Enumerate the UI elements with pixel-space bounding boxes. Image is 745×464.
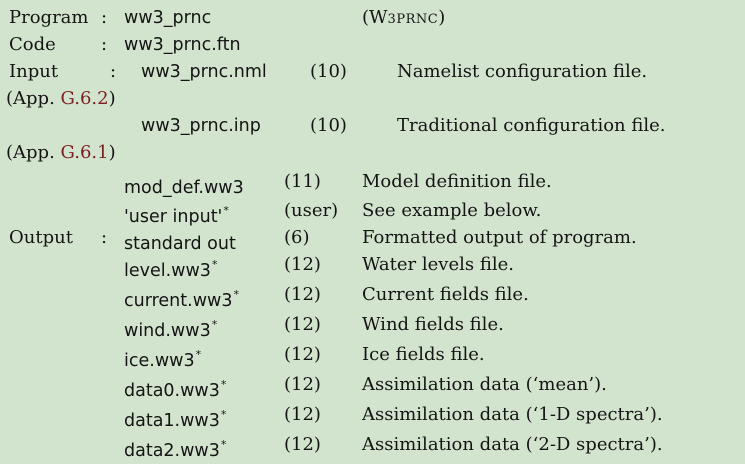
output-file-desc: Assimilation data (‘mean’). [362, 374, 607, 395]
output-file-desc: Assimilation data (‘1-D spectra’). [362, 404, 663, 425]
code-file: ww3_prnc.ftn [124, 35, 241, 55]
input-colon: : [110, 61, 117, 82]
output-file-desc: Assimilation data (‘2-D spectra’). [362, 434, 663, 455]
input-file-desc: See example below. [362, 200, 542, 221]
output-file-name: data0.ww3* [124, 378, 227, 401]
output-colon: : [101, 227, 108, 248]
output-file-name: wind.ww3* [124, 318, 218, 341]
input-file-name: 'user input'* [124, 204, 229, 227]
output-file-desc: Ice fields file. [362, 344, 485, 365]
output-file-unit: (12) [284, 434, 321, 455]
output-file-desc: Water levels file. [362, 254, 514, 275]
input-file-name: ww3_prnc.inp [141, 116, 261, 136]
program-colon: : [101, 7, 108, 28]
input-file-name: mod_def.ww3 [124, 178, 244, 198]
code-label: Code [9, 34, 56, 55]
output-label: Output [9, 227, 73, 248]
output-file-desc: Current fields file. [362, 284, 529, 305]
output-file-unit: (12) [284, 254, 321, 275]
input-file-unit: (user) [284, 200, 339, 221]
output-file-name: level.ww3* [124, 258, 218, 281]
output-file-name: data1.ww3* [124, 408, 227, 431]
output-file-unit: (12) [284, 404, 321, 425]
appendix-link[interactable]: G.6.1 [60, 142, 109, 163]
output-file-desc: Formatted output of program. [362, 227, 637, 248]
output-file-name: standard out [124, 234, 236, 254]
input-file-desc: Namelist configuration file. [397, 61, 648, 82]
output-file-unit: (12) [284, 284, 321, 305]
output-file-unit: (12) [284, 314, 321, 335]
appendix-link[interactable]: G.6.2 [60, 88, 109, 109]
output-file-unit: (6) [284, 227, 310, 248]
input-file-unit: (10) [310, 115, 347, 136]
input-file-name: ww3_prnc.nml [141, 62, 267, 82]
input-file-unit: (10) [310, 61, 347, 82]
program-routine: (W3PRNC) [362, 7, 446, 28]
input-file-desc: Model definition file. [362, 171, 552, 192]
output-file-desc: Wind fields file. [362, 314, 504, 335]
output-file-name: data2.ww3* [124, 438, 227, 461]
code-colon: : [101, 34, 108, 55]
input-label: Input [9, 61, 59, 82]
appendix-ref-nml: (App. G.6.2) [6, 88, 116, 109]
output-file-unit: (12) [284, 344, 321, 365]
input-file-unit: (11) [284, 171, 321, 192]
program-label: Program [9, 7, 89, 28]
input-file-desc: Traditional configuration file. [397, 115, 666, 136]
output-file-unit: (12) [284, 374, 321, 395]
program-name: ww3_prnc [124, 8, 212, 28]
output-file-name: ice.ww3* [124, 348, 202, 371]
output-file-name: current.ww3* [124, 288, 239, 311]
appendix-ref-inp: (App. G.6.1) [6, 142, 116, 163]
